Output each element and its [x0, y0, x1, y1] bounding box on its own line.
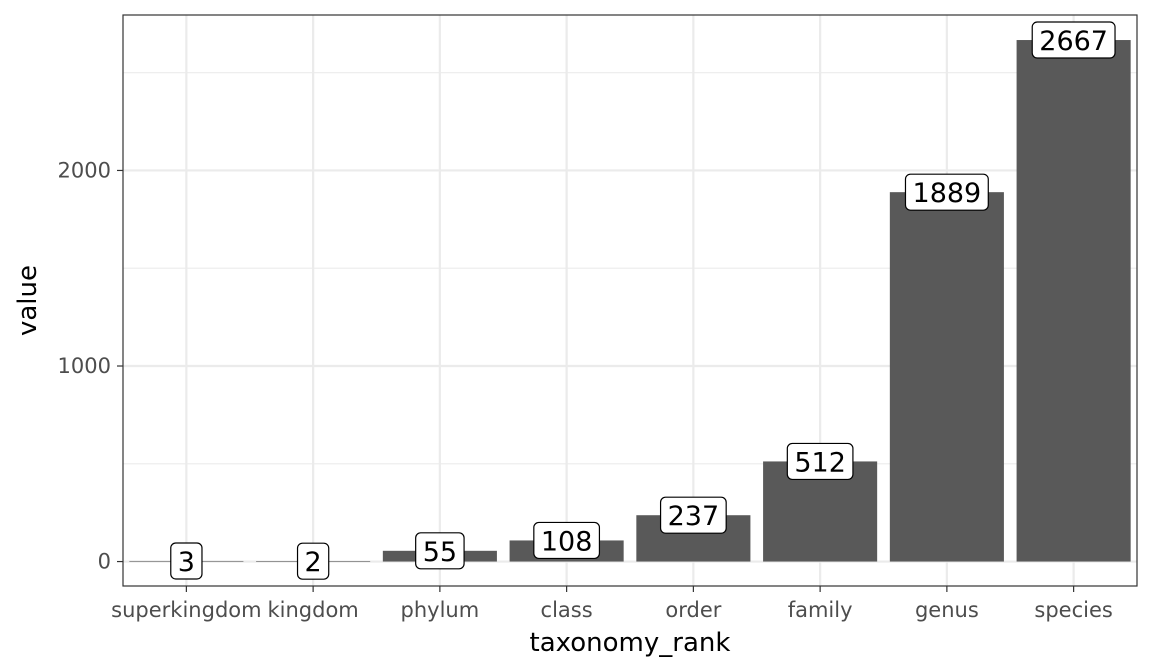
- data-label-value: 55: [423, 537, 457, 568]
- y-axis-title: value: [13, 265, 43, 336]
- data-label-box: [170, 542, 203, 580]
- x-tick-label-kingdom: kingdom: [267, 598, 358, 622]
- data-label-box: [786, 442, 854, 481]
- data-label-genus: 1889: [904, 173, 989, 211]
- data-labels: 3 2 55 108 237 512 1889 2667: [170, 21, 1116, 580]
- data-label-box: [904, 173, 989, 211]
- bar-species: [1016, 40, 1131, 562]
- y-tick-label: 0: [98, 550, 111, 574]
- data-label-kingdom: 2: [296, 542, 330, 580]
- data-label-box: [296, 542, 330, 580]
- y-tick-label: 1000: [58, 354, 111, 378]
- bars: [129, 40, 1131, 562]
- data-label-value: 1889: [913, 178, 982, 209]
- data-label-phylum: 55: [415, 532, 465, 570]
- y-tick-label: 2000: [58, 158, 111, 182]
- data-label-value: 2667: [1039, 26, 1108, 57]
- x-tick-label-family: family: [788, 598, 853, 622]
- x-tick-label-class: class: [541, 598, 593, 622]
- x-tick-label-genus: genus: [915, 598, 979, 622]
- data-label-family: 512: [786, 442, 854, 481]
- data-label-value: 237: [668, 501, 720, 532]
- x-tick-label-order: order: [665, 598, 721, 622]
- data-label-value: 2: [305, 547, 322, 578]
- x-tick-label-phylum: phylum: [401, 598, 480, 622]
- x-axis-title: taxonomy_rank: [530, 628, 731, 658]
- data-label-value: 3: [178, 547, 195, 578]
- data-label-box: [533, 521, 601, 560]
- data-label-box: [659, 496, 727, 534]
- data-label-box: [415, 532, 465, 570]
- data-label-value: 108: [541, 526, 593, 557]
- data-label-species: 2667: [1031, 21, 1116, 59]
- x-tick-label-superkingdom: superkingdom: [111, 598, 261, 622]
- x-tick-label-species: species: [1034, 598, 1112, 622]
- data-label-box: [1031, 21, 1116, 59]
- data-label-class: 108: [533, 521, 601, 560]
- data-label-superkingdom: 3: [170, 542, 203, 580]
- bar-genus: [889, 192, 1004, 562]
- axes: 0 1000 2000 superkingdom kingdom phylum class o…: [58, 158, 1113, 622]
- data-label-order: 237: [659, 496, 727, 534]
- data-label-value: 512: [794, 447, 846, 478]
- panel-border: [122, 14, 1138, 587]
